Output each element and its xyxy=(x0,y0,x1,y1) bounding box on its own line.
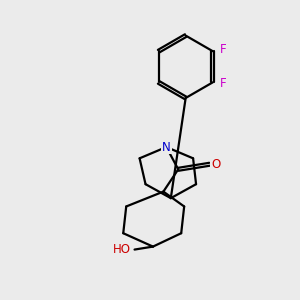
Text: F: F xyxy=(220,43,226,56)
Text: N: N xyxy=(162,140,171,154)
Text: O: O xyxy=(212,158,220,171)
Text: HO: HO xyxy=(113,243,131,256)
Text: F: F xyxy=(220,77,226,90)
